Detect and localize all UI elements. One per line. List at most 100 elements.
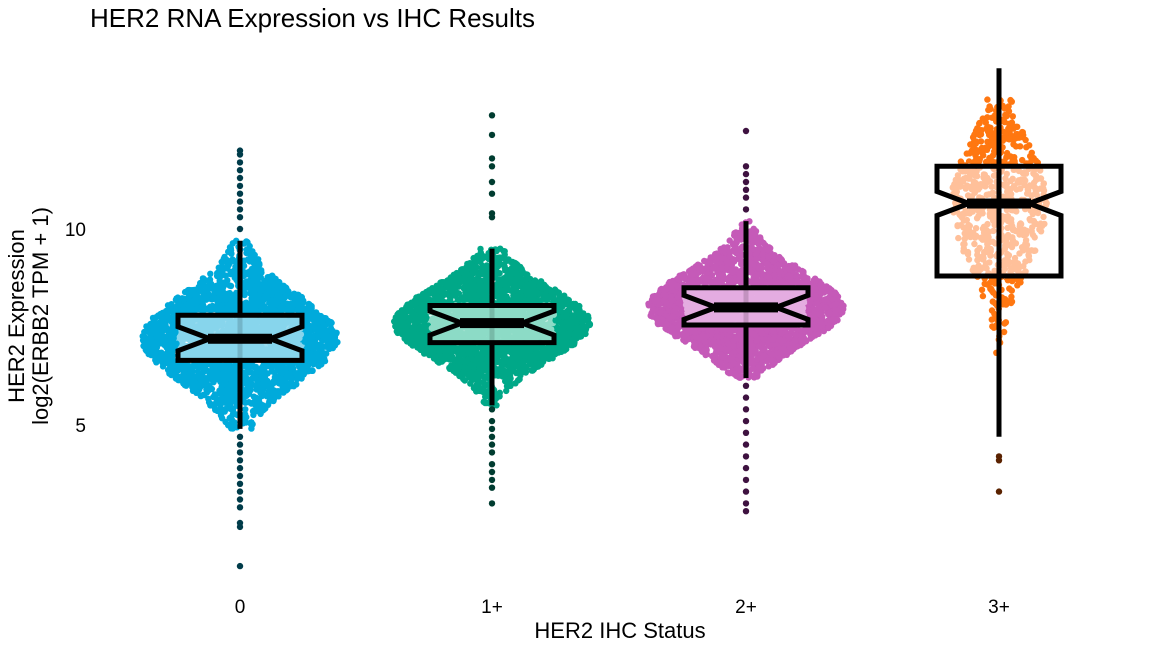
series-group-0 [139,147,341,570]
data-point [482,393,489,400]
data-point [256,399,263,406]
data-point [210,367,218,375]
data-point [563,337,570,345]
outlier-point [236,214,244,221]
x-axis-label: HER2 IHC Status [534,618,705,643]
outlier-point [236,449,244,456]
data-point [481,399,489,407]
data-point [207,270,214,277]
data-point [218,385,226,393]
data-point [241,284,248,292]
data-point [241,411,249,418]
data-point [263,362,270,369]
data-point [503,387,510,395]
plot-area [139,68,1064,570]
data-point [288,365,295,372]
data-point [413,294,420,301]
data-point [277,375,285,382]
data-point [189,287,196,294]
data-point [251,370,258,377]
data-point [159,324,167,332]
data-point [143,347,150,355]
data-point [498,362,506,369]
data-point [250,407,258,414]
data-point [186,371,193,378]
data-point [213,396,220,403]
data-point [325,340,332,347]
data-point [539,295,547,303]
data-point [507,375,514,382]
data-point [166,329,174,337]
data-point [241,291,248,299]
outlier-point [236,488,244,495]
data-point [219,285,226,292]
data-point [284,386,291,393]
data-point [254,257,261,264]
data-point [265,286,272,293]
data-point [248,419,255,426]
data-point [205,395,212,403]
data-point [231,387,239,395]
data-point [326,335,333,342]
data-point [167,363,174,370]
data-point [224,371,232,378]
data-point [207,303,214,310]
data-point [565,306,573,313]
outlier-point [236,472,244,480]
data-point [218,371,226,378]
x-tick-label: 2+ [735,597,757,618]
data-point [269,380,277,387]
data-point [176,376,183,384]
data-point [214,374,221,381]
data-point [183,382,190,389]
data-point [243,271,250,278]
data-point [231,272,239,279]
data-point [283,284,290,292]
series-group-1+ [391,112,594,507]
data-point [269,301,277,309]
data-point [217,361,224,368]
data-point [501,248,508,255]
data-point [270,274,277,282]
data-point [309,345,316,352]
data-point [309,367,316,374]
data-point [304,329,312,337]
data-point [287,291,294,298]
outlier-point [236,457,244,464]
data-point [244,256,252,263]
data-point [562,313,570,320]
data-point [249,307,256,314]
data-point [211,391,219,398]
y-axis-label-line2: log2(ERBB2 TPM + 1) [28,207,53,425]
data-point [225,363,233,370]
chart-title: HER2 RNA Expression vs IHC Results [90,3,535,33]
data-point [253,265,260,273]
data-point [197,287,205,294]
data-point [144,324,151,331]
data-point [151,316,158,324]
data-point [204,387,211,394]
data-point [256,270,263,277]
data-point [204,367,212,375]
data-point [139,333,146,340]
data-point [225,248,232,255]
y-tick-label: 10 [65,220,86,241]
data-point [477,366,485,373]
data-point [217,409,224,416]
data-point [322,315,329,322]
data-point [221,305,228,312]
data-point [287,380,295,387]
outlier-point [236,198,244,205]
data-point [182,335,189,342]
data-point [258,372,265,379]
data-point [260,380,267,388]
data-point [186,297,193,305]
data-point [306,352,313,360]
data-point [151,329,158,336]
data-point [224,277,231,284]
y-tick-label: 5 [75,416,86,437]
data-point [246,380,253,387]
outlier-point [236,182,244,190]
x-tick-label: 3+ [988,597,1010,618]
